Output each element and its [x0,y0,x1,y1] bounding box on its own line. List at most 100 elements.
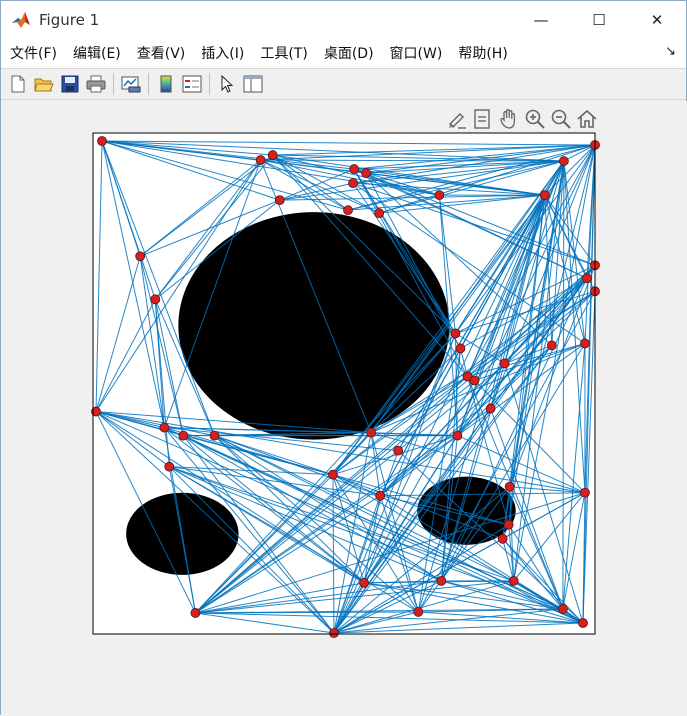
roadmap-edge [154,199,281,300]
roadmap-edge [195,612,583,624]
menu-edit[interactable]: 编辑(E) [72,46,121,62]
roadmap-node [546,340,557,351]
roadmap-edge [260,159,372,433]
roadmap-edge [379,160,565,214]
roadmap-edge [214,435,365,584]
roadmap-edge [195,474,334,614]
roadmap-edge [379,348,461,496]
legend-button[interactable] [181,73,203,95]
colorbar-button[interactable] [155,73,177,95]
roadmap-edge [563,144,596,162]
open-file-button[interactable] [33,73,55,95]
roadmap-node [91,406,101,417]
menu-insert[interactable]: 插入(I) [201,46,245,62]
menu-desktop[interactable]: 桌面(D) [323,46,374,62]
roadmap-node [578,618,588,628]
roadmap-edge [95,159,262,412]
roadmap-edge [333,380,475,634]
home-button[interactable] [575,107,599,131]
roadmap-edge [467,144,596,377]
roadmap-edge [509,144,596,487]
axes-toolbar [445,107,601,131]
roadmap-edge [379,495,584,624]
roadmap-edge [333,486,510,634]
roadmap-edge [260,144,596,161]
property-inspector-button[interactable] [242,73,264,95]
roadmap-edge [272,154,440,196]
roadmap-edge [332,474,335,634]
roadmap-edge [509,486,585,494]
menu-file[interactable]: 文件(F) [10,46,57,62]
minimize-button[interactable]: — [512,1,570,38]
roadmap-edge [371,432,458,437]
roadmap-edge [544,194,586,344]
zoom-out-button[interactable] [549,107,573,131]
roadmap-edge [370,376,468,434]
roadmap-edge [169,466,419,613]
roadmap-edge [502,538,584,624]
maximize-icon: ☐ [592,10,606,29]
roadmap-node [349,164,359,174]
roadmap-edge [195,277,588,614]
roadmap-edge [467,290,596,377]
roadmap-edge [509,195,546,487]
roadmap-node [580,338,590,349]
roadmap-edge [272,154,456,334]
pan-button[interactable] [497,107,521,131]
roadmap-edge [333,580,514,634]
roadmap-edge [353,168,461,349]
roadmap-edge [102,140,596,146]
close-button[interactable]: ✕ [628,1,686,38]
roadmap-edge [584,144,596,344]
zoom-in-button[interactable] [523,107,547,131]
roadmap-node [209,430,220,441]
roadmap-edge [332,474,365,584]
roadmap-edge [455,194,546,334]
roadmap-edge [455,264,596,334]
save-button[interactable] [59,73,81,95]
print-button[interactable] [85,73,107,95]
roadmap-edge [195,582,365,614]
roadmap-edge [397,290,596,452]
roadmap-edge [139,256,165,428]
menu-tools[interactable]: 工具(T) [260,46,308,62]
dock-arrow-icon[interactable]: ↘ [665,44,676,59]
roadmap-edge [455,332,505,364]
home-icon [577,109,597,128]
roadmap-edge [562,492,586,610]
roadmap-edge [508,524,564,610]
roadmap-node [452,430,463,441]
roadmap-edge [544,194,596,266]
new-figure-button[interactable] [7,73,29,95]
menu-window[interactable]: 窗口(W) [389,46,443,62]
roadmap-node [508,575,519,586]
roadmap-edge [366,172,545,196]
property-inspector-icon [243,75,263,93]
roadmap-edge [562,343,586,609]
roadmap-edge [195,612,335,634]
roadmap-edge [490,195,546,409]
roadmap-edge [101,140,156,300]
roadmap-edge [260,159,380,214]
title-bar[interactable]: Figure 1 — ☐ ✕ [1,1,686,38]
menu-help[interactable]: 帮助(H) [458,46,508,62]
roadmap-edge [154,299,215,436]
roadmap-edge [279,182,354,201]
roadmap-edge [139,154,274,257]
roadmap-edge [279,194,545,201]
pointer-icon [221,75,234,93]
data-tips-button[interactable] [471,107,495,131]
roadmap-edge [333,435,458,634]
link-plot-button[interactable] [120,73,142,95]
menu-view[interactable]: 查看(V) [136,46,186,62]
roadmap-node [497,533,508,544]
maximize-button[interactable]: ☐ [570,1,628,38]
print-icon [86,75,106,93]
roadmap-edge [195,608,563,614]
brush-button[interactable] [445,107,469,131]
toolbar-separator [209,73,210,95]
pointer-button[interactable] [216,73,238,95]
roadmap-edge [582,492,586,623]
